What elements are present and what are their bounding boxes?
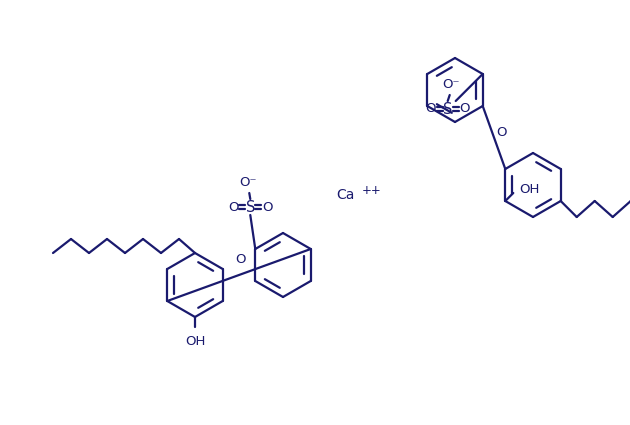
Text: O: O xyxy=(496,126,507,139)
Text: OH: OH xyxy=(185,335,205,348)
Text: O: O xyxy=(425,102,436,116)
Text: OH: OH xyxy=(519,182,540,196)
Text: O: O xyxy=(228,201,239,213)
Text: S: S xyxy=(246,199,255,215)
Text: O: O xyxy=(236,253,246,266)
Text: ++: ++ xyxy=(362,184,382,196)
Text: O: O xyxy=(459,102,470,116)
Text: O: O xyxy=(262,201,273,213)
Text: O⁻: O⁻ xyxy=(442,78,459,91)
Text: Ca: Ca xyxy=(336,188,354,202)
Text: S: S xyxy=(443,102,452,116)
Text: O⁻: O⁻ xyxy=(239,176,257,189)
